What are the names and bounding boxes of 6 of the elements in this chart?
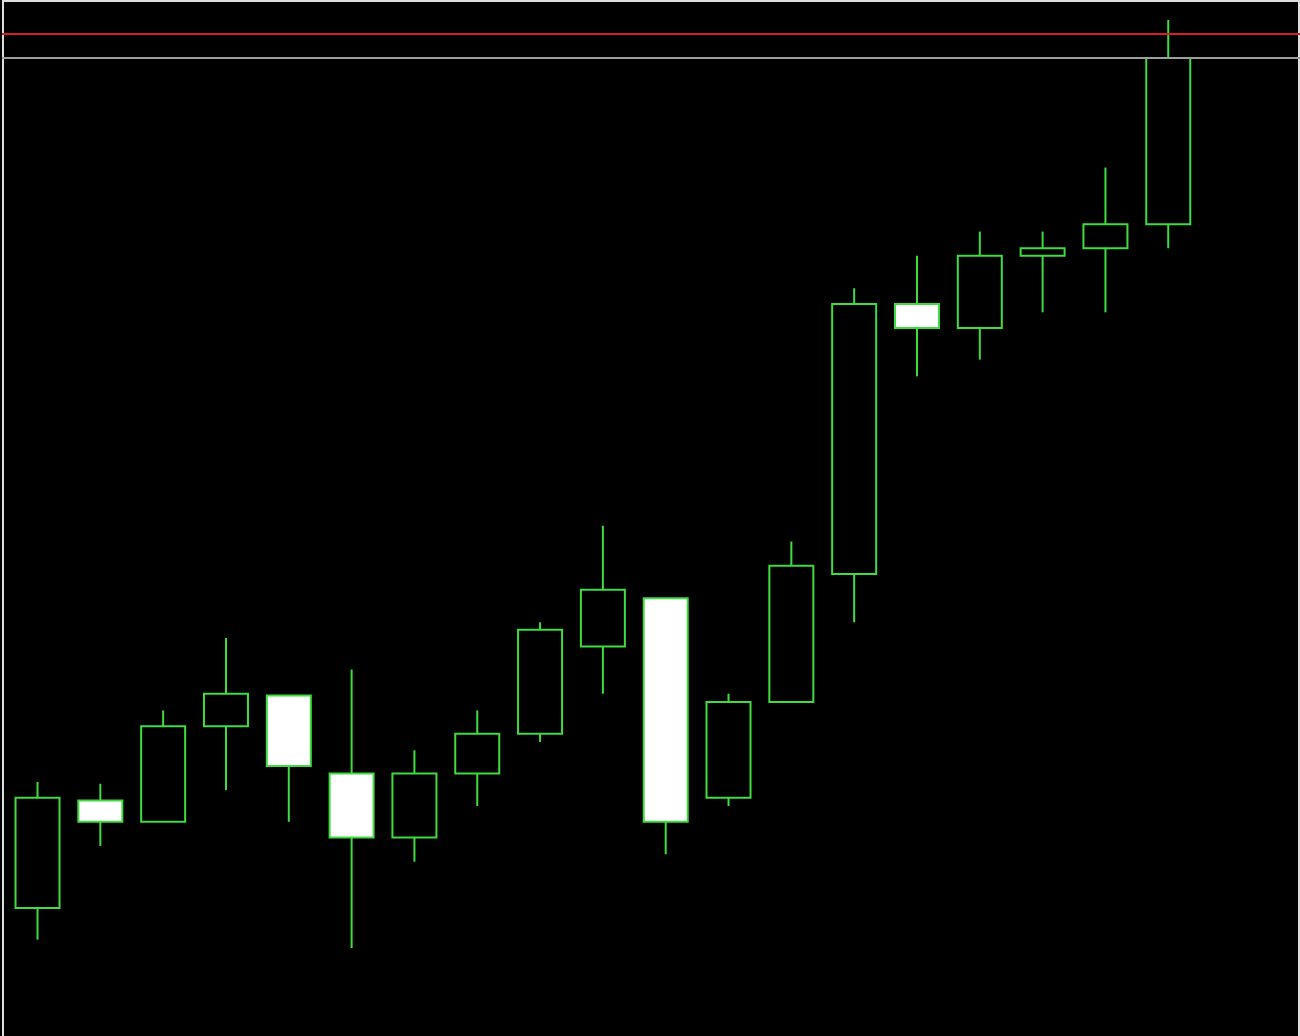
candlestick: [454, 709, 501, 808]
candlestick: [1019, 230, 1066, 314]
candlestick: [77, 782, 124, 847]
candlestick: [1082, 166, 1129, 314]
candlestick: [202, 637, 249, 792]
candlestick: [893, 254, 940, 378]
